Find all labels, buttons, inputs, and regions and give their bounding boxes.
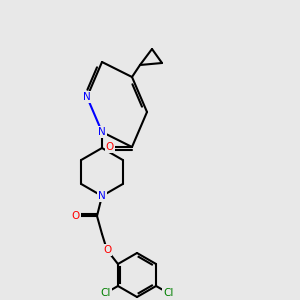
Text: Cl: Cl	[163, 288, 173, 298]
Text: O: O	[106, 142, 114, 152]
Text: O: O	[72, 211, 80, 221]
Text: N: N	[98, 127, 106, 137]
Text: Cl: Cl	[100, 288, 111, 298]
Text: O: O	[103, 245, 111, 255]
Text: N: N	[83, 92, 91, 102]
Text: N: N	[98, 191, 106, 201]
